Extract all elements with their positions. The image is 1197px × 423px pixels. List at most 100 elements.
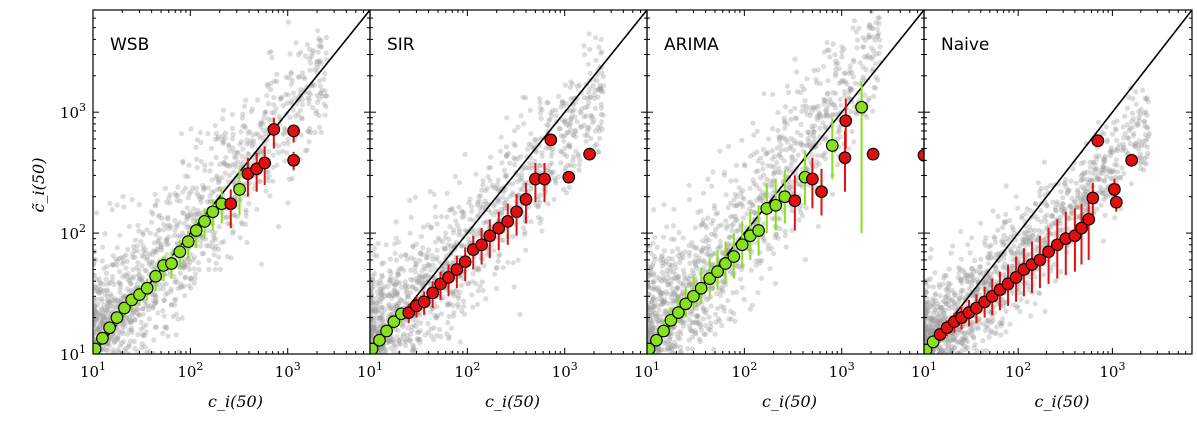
background-point — [647, 332, 650, 338]
background-point — [107, 357, 112, 362]
background-point — [391, 348, 397, 354]
background-point — [667, 341, 673, 347]
background-point — [370, 357, 375, 362]
background-point — [93, 357, 98, 362]
background-point — [503, 144, 510, 150]
background-point — [670, 291, 676, 297]
background-point — [801, 86, 807, 93]
background-point — [230, 131, 236, 137]
background-point — [96, 276, 102, 282]
background-point — [503, 172, 509, 178]
background-point — [152, 300, 159, 306]
background-point — [93, 357, 98, 362]
background-point — [246, 140, 252, 146]
background-point — [185, 174, 191, 180]
background-point — [91, 357, 96, 362]
background-point — [183, 274, 189, 280]
background-point — [663, 289, 669, 295]
background-point — [276, 113, 282, 120]
background-point — [261, 115, 267, 121]
background-point — [510, 260, 516, 266]
background-point — [424, 272, 431, 278]
background-point — [177, 220, 183, 226]
background-point — [370, 357, 375, 362]
background-point — [924, 294, 927, 300]
background-point — [404, 292, 411, 298]
background-point — [391, 287, 397, 293]
background-point — [433, 257, 440, 263]
background-point — [93, 311, 97, 317]
binned-point-outside — [475, 238, 488, 252]
background-point — [131, 244, 137, 250]
background-point — [649, 299, 655, 305]
background-point — [549, 113, 555, 119]
background-point — [431, 191, 437, 197]
background-point — [174, 224, 180, 230]
background-point — [822, 125, 828, 131]
background-point — [275, 150, 281, 156]
background-point — [118, 255, 124, 261]
background-point — [388, 338, 394, 344]
background-point — [924, 326, 930, 332]
background-point — [475, 288, 481, 294]
background-point — [1034, 236, 1040, 242]
background-point — [687, 273, 694, 279]
background-point — [194, 190, 200, 196]
background-point — [403, 287, 410, 293]
background-point — [263, 109, 269, 115]
background-point — [511, 284, 517, 290]
background-point — [419, 267, 425, 273]
background-point — [832, 73, 839, 79]
background-point — [546, 117, 552, 124]
background-point — [397, 266, 403, 272]
background-point — [703, 307, 709, 313]
background-point — [370, 357, 375, 362]
background-point — [922, 357, 927, 362]
background-point — [967, 250, 973, 256]
background-point — [108, 293, 114, 299]
background-point — [860, 74, 866, 80]
background-point — [455, 295, 461, 301]
background-point — [644, 357, 649, 362]
background-point — [1113, 174, 1119, 180]
background-point — [468, 203, 474, 210]
background-point — [271, 102, 277, 108]
background-point — [827, 96, 833, 102]
background-point — [980, 338, 986, 344]
background-point — [278, 95, 284, 101]
background-point — [168, 224, 174, 230]
background-point — [179, 284, 185, 290]
background-point — [688, 328, 695, 334]
background-point — [453, 218, 459, 224]
background-point — [369, 357, 374, 362]
background-point — [385, 284, 391, 290]
background-point — [242, 123, 248, 129]
background-point — [669, 286, 675, 292]
background-point — [520, 225, 527, 231]
background-point — [647, 305, 652, 311]
background-point — [708, 320, 714, 326]
background-point — [374, 314, 380, 321]
background-point — [206, 257, 212, 264]
background-point — [759, 189, 765, 195]
background-point — [669, 346, 675, 352]
background-point — [836, 125, 842, 131]
background-point — [697, 258, 703, 264]
background-point — [466, 280, 472, 286]
background-point — [275, 224, 282, 230]
background-point — [665, 356, 670, 361]
background-point — [316, 58, 322, 64]
background-point — [93, 210, 100, 216]
background-point — [921, 357, 926, 362]
background-point — [531, 158, 538, 164]
background-point — [224, 162, 230, 168]
background-point — [197, 196, 203, 202]
background-point — [92, 357, 97, 362]
background-point — [392, 357, 397, 362]
background-point — [659, 290, 665, 296]
background-point — [215, 134, 221, 140]
background-point — [238, 129, 244, 135]
background-point — [651, 300, 658, 306]
background-point — [680, 288, 686, 294]
background-point — [476, 266, 482, 272]
